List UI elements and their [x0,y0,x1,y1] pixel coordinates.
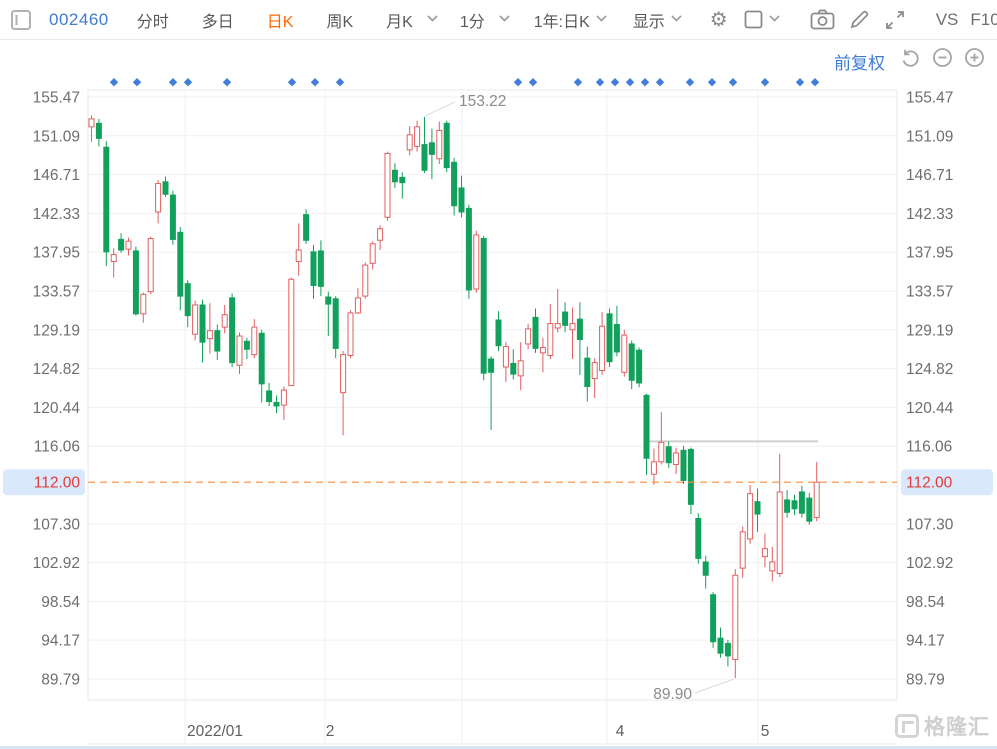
svg-text:107.30: 107.30 [33,516,81,533]
svg-text:155.47: 155.47 [906,90,953,107]
watermark-text: 格隆汇 [924,716,990,739]
high-annotation: 153.22 [459,93,506,110]
svg-text:124.82: 124.82 [906,361,953,378]
vs-button[interactable]: VS [935,9,959,29]
svg-text:89.79: 89.79 [906,671,945,688]
svg-text:107.30: 107.30 [906,516,954,533]
svg-text:142.33: 142.33 [906,206,953,223]
low-annotation: 89.90 [653,686,692,703]
watermark: 格隆汇 [895,711,990,741]
svg-text:102.92: 102.92 [906,555,953,572]
svg-text:102.92: 102.92 [33,555,80,572]
svg-text:5: 5 [761,723,770,740]
gelonghui-logo-icon [895,714,919,738]
svg-text:137.95: 137.95 [33,245,80,262]
camera-icon[interactable] [810,9,835,30]
zoom-in-icon[interactable] [964,47,985,68]
svg-text:120.44: 120.44 [906,400,954,417]
svg-text:146.71: 146.71 [906,167,953,184]
svg-text:116.06: 116.06 [34,439,80,456]
svg-text:2: 2 [326,723,335,740]
layout-box-icon[interactable] [744,10,763,29]
tab-monthly-k[interactable]: 月K [386,13,413,31]
svg-text:146.71: 146.71 [33,167,80,184]
date-axis: 2022/01 2 4 5 [187,723,769,740]
bottom-panel-edge [0,746,997,749]
candles [88,115,820,679]
svg-text:155.47: 155.47 [33,90,80,107]
svg-text:137.95: 137.95 [906,245,953,262]
svg-text:129.19: 129.19 [906,322,953,339]
svg-text:151.09: 151.09 [33,128,80,145]
tab-daily-k[interactable]: 日K [266,13,294,31]
svg-text:112.00: 112.00 [34,475,81,492]
tab-1min[interactable]: 1分 [459,13,485,31]
zoom-controls [900,47,985,68]
svg-text:120.44: 120.44 [33,400,81,417]
svg-text:89.79: 89.79 [41,671,80,688]
adjust-mode-button[interactable]: 前复权 [834,54,885,73]
svg-text:98.54: 98.54 [41,594,80,611]
chevron-down-icon [671,15,682,22]
event-markers[interactable] [109,78,820,87]
svg-text:133.57: 133.57 [906,284,953,301]
tab-weekly-k[interactable]: 周K [326,13,354,31]
range-selector[interactable]: 1年:日K [534,8,607,32]
chevron-down-icon[interactable] [769,15,780,22]
svg-text:151.09: 151.09 [906,128,953,145]
period-tabs: 分时 多日 日K 周K 月K 1分 [137,8,510,32]
svg-text:98.54: 98.54 [906,594,945,611]
chevron-down-icon[interactable] [499,15,510,22]
chevron-down-icon [596,15,607,22]
zoom-out-icon[interactable] [932,47,953,68]
svg-text:94.17: 94.17 [906,633,945,650]
pencil-icon[interactable] [849,9,870,30]
svg-text:2022/01: 2022/01 [187,723,243,740]
fullscreen-icon[interactable] [884,9,906,31]
svg-text:94.17: 94.17 [41,633,80,650]
svg-text:129.19: 129.19 [33,322,80,339]
grid [87,89,898,745]
svg-text:112.00: 112.00 [906,475,953,492]
svg-text:124.82: 124.82 [33,361,80,378]
svg-text:142.33: 142.33 [33,206,80,223]
toolbar: 002460 分时 多日 日K 周K 月K 1分 1年:日K 显示 ⚙ VS F… [0,0,997,40]
svg-text:116.06: 116.06 [906,439,952,456]
gear-icon[interactable]: ⚙ [709,9,728,31]
svg-text:4: 4 [616,723,625,740]
undo-icon[interactable] [900,47,921,68]
svg-text:133.57: 133.57 [33,284,80,301]
stock-code[interactable]: 002460 [49,9,109,29]
price-axis: 155.47 155.47 151.09 151.09 146.71 146.71 142.… [3,90,993,688]
chevron-down-icon[interactable] [427,15,438,22]
f10-button[interactable]: F10 [970,9,997,29]
chart-controls-row: 前复权 [0,44,997,74]
display-menu[interactable]: 显示 [633,8,682,32]
tab-multi-day[interactable]: 多日 [201,13,234,31]
tab-minute[interactable]: 分时 [136,13,169,31]
panel-left-icon[interactable] [10,9,32,31]
annotations: 153.22 89.90 [424,93,735,703]
